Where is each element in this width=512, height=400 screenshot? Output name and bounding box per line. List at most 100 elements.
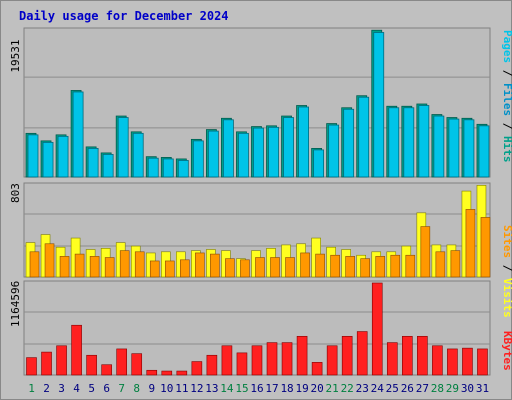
day-label-28: 28 — [431, 382, 444, 395]
kbytes-bar-day-11 — [176, 370, 188, 376]
pages-bar-day-27 — [418, 105, 430, 178]
pages-bar-day-13 — [207, 130, 219, 178]
chart-title: Daily usage for December 2024 — [19, 9, 229, 23]
sites-bar-day-29 — [450, 250, 461, 278]
sites-bar-day-5 — [89, 256, 100, 278]
pages-bar-day-1 — [27, 134, 39, 178]
sites-bar-day-18 — [285, 257, 295, 278]
sites-bar-day-7 — [119, 250, 130, 278]
kbytes-bar-day-6 — [101, 364, 112, 376]
kbytes-bar-day-18 — [281, 342, 293, 376]
day-label-25: 25 — [386, 382, 399, 395]
sites-bar-day-2 — [44, 243, 55, 278]
kbytes-bar-day-27 — [417, 335, 428, 376]
pages-bar-day-16 — [253, 127, 264, 178]
day-label-15: 15 — [235, 382, 248, 395]
day-label-31: 31 — [476, 382, 489, 395]
day-label-20: 20 — [311, 382, 324, 395]
sites-bar-day-6 — [104, 257, 115, 278]
pages-bar-day-14 — [223, 119, 234, 178]
day-label-23: 23 — [356, 382, 369, 395]
pages-bar-day-22 — [343, 108, 355, 178]
hits-ymax-label: 19531 — [9, 39, 22, 72]
pages-bar-day-26 — [403, 107, 415, 178]
sites-bar-day-17 — [270, 257, 280, 278]
sites-bar-day-24 — [375, 256, 386, 278]
kbytes-bar-day-29 — [447, 348, 458, 376]
day-label-5: 5 — [88, 382, 95, 395]
pages-bar-day-28 — [433, 115, 445, 178]
pages-bar-day-20 — [313, 149, 325, 178]
kbytes-bar-day-7 — [116, 348, 127, 376]
day-label-10: 10 — [160, 382, 173, 395]
sites-bar-day-10 — [164, 260, 175, 278]
pages-bar-day-24 — [373, 32, 385, 178]
day-label-13: 13 — [205, 382, 218, 395]
sites-bar-day-22 — [345, 256, 355, 278]
day-label-18: 18 — [280, 382, 293, 395]
kbytes-bar-day-22 — [341, 335, 353, 376]
pages-bar-day-17 — [268, 126, 279, 178]
sites-bar-day-11 — [180, 259, 190, 278]
pages-bar-day-6 — [102, 154, 114, 178]
day-label-30: 30 — [461, 382, 474, 395]
kbytes-bar-day-17 — [266, 342, 278, 376]
sites-bar-day-25 — [390, 254, 401, 278]
day-label-3: 3 — [58, 382, 65, 395]
day-label-4: 4 — [73, 382, 80, 395]
pages-bar-day-19 — [298, 106, 309, 178]
sites-bar-day-31 — [480, 217, 491, 278]
pages-bar-day-30 — [463, 119, 475, 178]
kbytes-bar-day-24 — [371, 282, 383, 376]
pages-bar-day-12 — [192, 140, 204, 178]
sites-bar-day-21 — [330, 254, 340, 278]
kbytes-bar-day-13 — [206, 354, 218, 376]
day-label-26: 26 — [401, 382, 414, 395]
sites-bar-day-23 — [360, 258, 371, 278]
pages-bar-day-8 — [132, 132, 144, 178]
pages-bar-day-4 — [72, 91, 84, 178]
sites-bar-day-12 — [195, 252, 205, 278]
pages-bar-day-29 — [448, 118, 460, 178]
pages-bar-day-3 — [57, 135, 69, 178]
sites-bar-day-20 — [315, 253, 325, 278]
pages-bar-day-21 — [328, 124, 340, 178]
kbytes-bar-day-8 — [131, 353, 143, 376]
pages-bar-day-15 — [238, 132, 249, 178]
pages-bar-day-31 — [478, 125, 490, 178]
kbytes-bar-day-26 — [402, 335, 413, 376]
kbytes-bar-day-25 — [386, 342, 398, 376]
sites-bar-day-8 — [134, 251, 145, 278]
kbytes-bar-day-15 — [236, 352, 248, 376]
day-label-7: 7 — [118, 382, 125, 395]
kbytes-bar-day-2 — [41, 351, 52, 376]
day-label-29: 29 — [446, 382, 459, 395]
sites-bar-day-1 — [29, 251, 40, 278]
kbytes-bar-day-21 — [326, 345, 338, 376]
pages-bar-day-2 — [42, 141, 54, 178]
day-label-24: 24 — [371, 382, 385, 395]
legend-kbytes: KBytes — [501, 331, 512, 371]
pages-bar-day-23 — [358, 96, 370, 178]
day-label-11: 11 — [175, 382, 188, 395]
kbytes-bar-day-28 — [432, 345, 443, 376]
pages-bar-day-9 — [147, 157, 159, 178]
pages-bar-day-25 — [388, 107, 400, 178]
sites-bar-day-9 — [149, 260, 160, 278]
sites-bar-day-26 — [405, 254, 416, 278]
kbytes-bar-day-19 — [296, 335, 308, 376]
legend-pages-files-hits: Pages / Files / Hits — [501, 30, 512, 163]
day-label-2: 2 — [43, 382, 50, 395]
pages-bar-day-18 — [283, 117, 294, 178]
day-label-1: 1 — [28, 382, 35, 395]
sites-bar-day-4 — [74, 253, 85, 278]
day-label-17: 17 — [265, 382, 278, 395]
day-label-16: 16 — [250, 382, 263, 395]
kbytes-bar-day-14 — [221, 345, 233, 376]
kbytes-bar-day-1 — [26, 357, 37, 376]
kbytes-bar-day-30 — [462, 347, 473, 376]
kbytes-bar-day-31 — [477, 348, 488, 376]
legend-sites-visits: Sites / Visits — [501, 225, 512, 318]
kbytes-bar-day-9 — [146, 369, 158, 376]
